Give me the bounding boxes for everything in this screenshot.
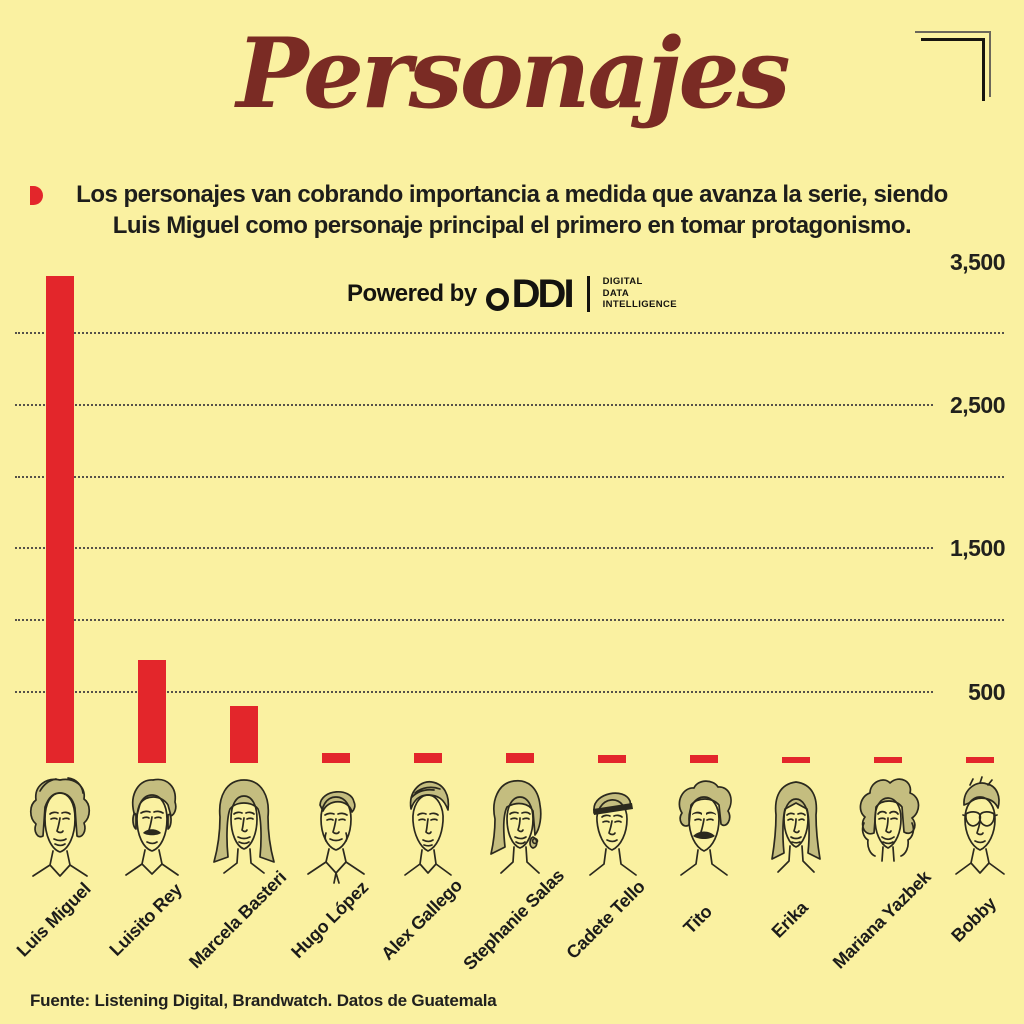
red-bullet-icon <box>30 186 43 205</box>
y-tick-2500: 2,500 <box>949 392 1006 418</box>
ddi-logo-subtext: DIGITAL DATA INTELLIGENCE <box>603 277 677 311</box>
y-tick-500: 500 <box>968 678 1005 705</box>
bar-tito <box>690 755 718 764</box>
portrait-stephanie-salas <box>490 779 542 874</box>
portrait-cadete-tello <box>589 792 637 876</box>
category-label-luisito-rey: Luisito Rey <box>105 879 186 960</box>
corner-bracket-outer <box>915 31 991 97</box>
bar-erika <box>782 756 810 764</box>
ddi-sub-digital: DIGITAL <box>602 276 643 288</box>
bar-stephanie-salas <box>506 753 534 764</box>
gridline-2000 <box>15 475 1004 478</box>
bar-luisito-rey <box>138 660 166 764</box>
bar-mariana-yazbek <box>874 757 902 764</box>
bar-cadete-tello <box>598 754 626 764</box>
subtitle-line-2: Luis Miguel como personaje principal el … <box>112 212 912 239</box>
ddi-sub-intelligence: INTELLIGENCE <box>602 299 678 311</box>
gridline-3000 <box>15 332 1004 335</box>
category-label-hugo-l-pez: Hugo López <box>287 877 373 963</box>
portrait-erika <box>771 781 821 873</box>
category-label-erika: Erika <box>767 897 812 942</box>
subtitle: Los personajes van cobrando importancia … <box>20 179 1004 241</box>
gridline-2500 <box>15 404 933 406</box>
y-tick-3500: 3,500 <box>949 248 1006 275</box>
powered-by-label: Powered by <box>346 280 477 307</box>
portrait-luis-miguel <box>29 777 91 877</box>
bar-bobby <box>966 757 994 764</box>
portrait-marcela-basteri <box>213 779 275 874</box>
category-label-bobby: Bobby <box>947 893 1000 946</box>
source-note: Fuente: Listening Digital, Brandwatch. D… <box>30 991 497 1010</box>
portrait-mariana-yazbek <box>859 778 920 862</box>
gridline-1000 <box>15 619 1004 622</box>
ddi-sub-data: DATA <box>602 287 630 299</box>
powered-by-row: Powered by DDI DIGITAL DATA INTELLIGENCE <box>0 272 1024 316</box>
portrait-tito <box>678 780 732 876</box>
bar-alex-gallego <box>414 753 442 764</box>
portrait-luisito-rey <box>125 778 179 876</box>
gridline-1500 <box>15 547 933 550</box>
ddi-logo-divider <box>586 276 590 312</box>
gridline-500 <box>15 690 933 693</box>
corner-bracket-inner <box>921 38 985 101</box>
portrait-bobby <box>955 776 1005 875</box>
bar-hugo-l-pez <box>322 752 350 764</box>
ddi-logo-text: DDI <box>511 272 575 316</box>
portrait-alex-gallego <box>404 780 452 876</box>
page-title: Personajes <box>236 17 790 130</box>
bar-luis-miguel <box>46 275 74 764</box>
bar-marcela-basteri <box>230 706 258 764</box>
category-label-tito: Tito <box>679 901 716 938</box>
ddi-ring-icon <box>485 287 509 311</box>
subtitle-line-1: Los personajes van cobrando importancia … <box>76 181 948 208</box>
category-label-luis-miguel: Luis Miguel <box>12 878 95 961</box>
portrait-hugo-lopez <box>307 791 365 884</box>
y-tick-1500: 1,500 <box>949 535 1006 562</box>
